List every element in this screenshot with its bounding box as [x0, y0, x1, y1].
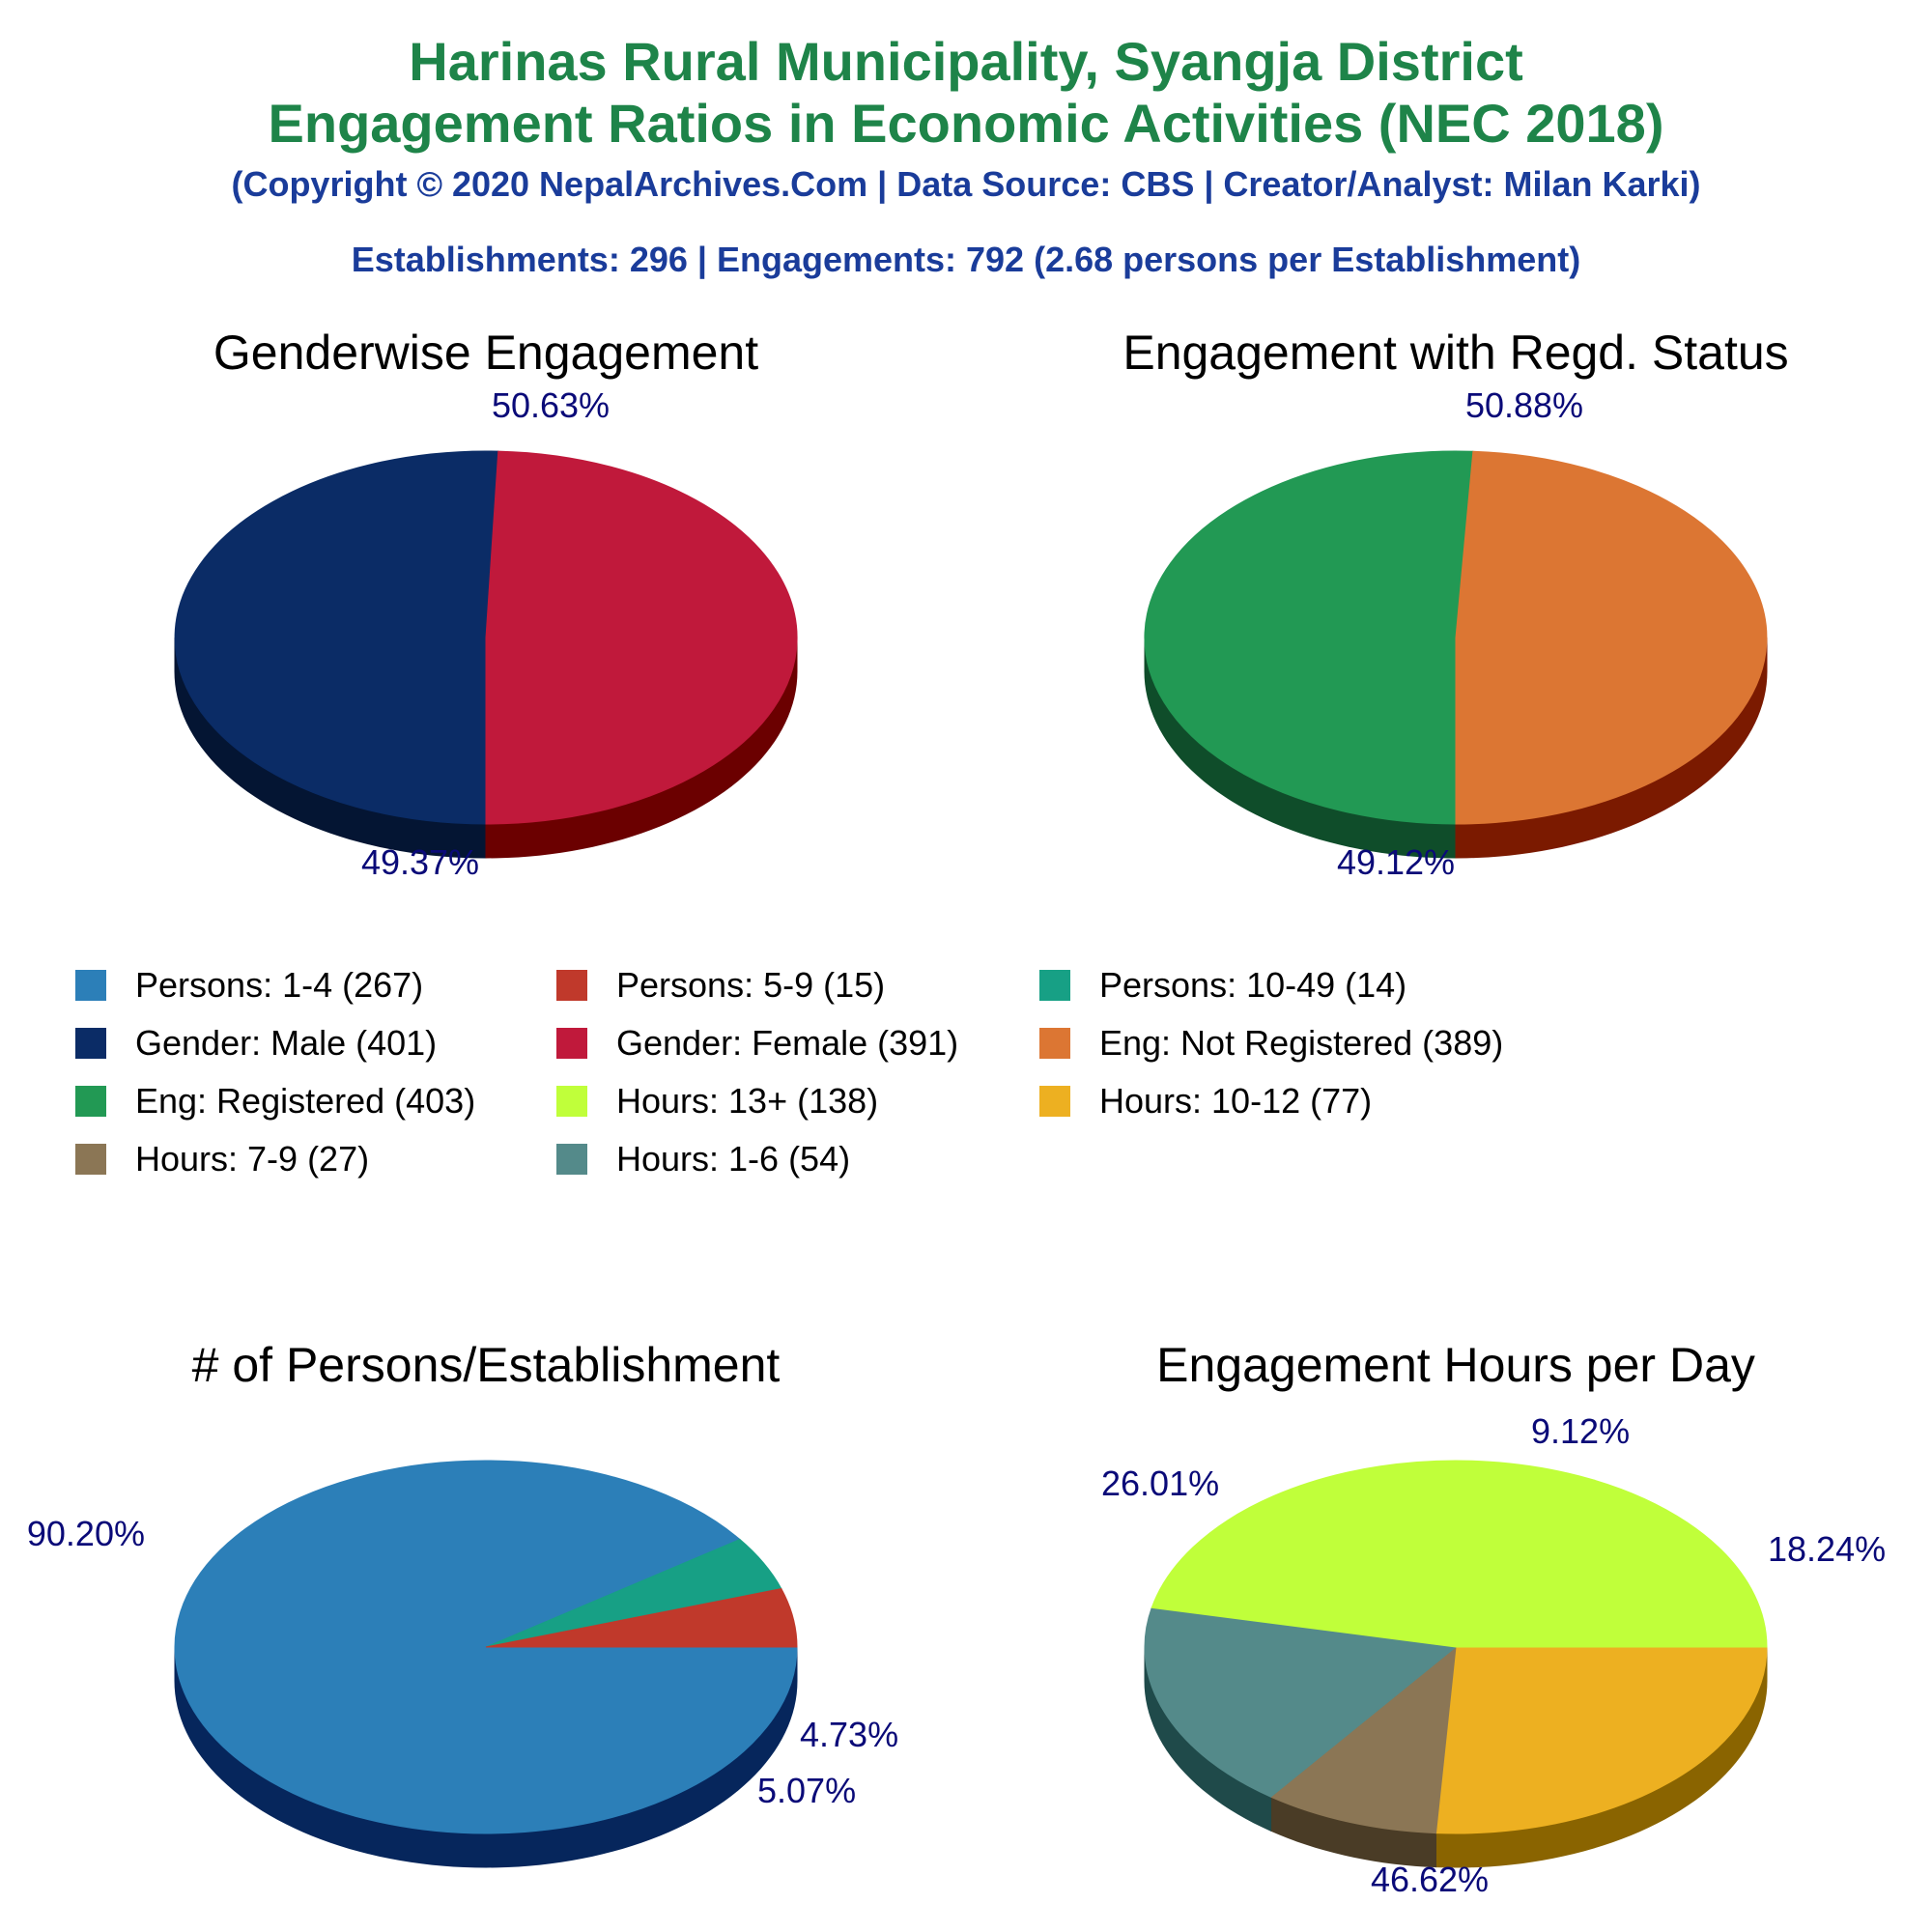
legend-label: Gender: Female (391): [616, 1023, 959, 1063]
legend-label: Eng: Registered (403): [135, 1081, 476, 1121]
legend-item: Gender: Male (401): [75, 1019, 437, 1067]
chart-title-line-2: Engagement Ratios in Economic Activities…: [268, 93, 1664, 154]
pie-value-label: 90.20%: [27, 1514, 145, 1553]
pie-value-label: 49.12%: [1337, 842, 1455, 882]
pie-chart: 90.20% 4.73% 5.07%: [27, 1460, 898, 1868]
legend-swatch: [556, 1086, 587, 1117]
legend-label: Eng: Not Registered (389): [1099, 1023, 1504, 1063]
pie-slice: [1144, 450, 1474, 825]
copyright-note: (Copyright © 2020 NepalArchives.Com | Da…: [231, 164, 1701, 204]
legend-item: Hours: 10-12 (77): [1039, 1077, 1372, 1125]
legend-label: Hours: 1-6 (54): [616, 1139, 851, 1179]
pie-title-hours: Engagement Hours per Day: [1156, 1338, 1755, 1392]
legend-item: Hours: 13+ (138): [556, 1077, 878, 1125]
pie-value-label: 46.62%: [1371, 1860, 1489, 1899]
pie-slice: [485, 1588, 798, 1648]
pie-chart: 50.88% 49.12%: [1144, 385, 1768, 882]
legend-label: Hours: 10-12 (77): [1099, 1081, 1373, 1121]
legend-item: Gender: Female (391): [556, 1019, 958, 1067]
pie-value-label: 50.63%: [492, 385, 610, 425]
pie-slice: [1151, 1460, 1768, 1648]
pie-slice: [485, 450, 798, 825]
pie-title-gender: Genderwise Engagement: [213, 326, 758, 380]
legend-item: Hours: 1-6 (54): [556, 1135, 850, 1183]
legend-swatch: [75, 1144, 106, 1175]
legend-swatch: [1039, 1028, 1070, 1059]
pie-value-label: 4.73%: [800, 1715, 898, 1754]
legend-label: Persons: 5-9 (15): [616, 965, 886, 1005]
legend-item: Eng: Registered (403): [75, 1077, 475, 1125]
pie-slice: [1144, 1606, 1458, 1798]
pie-value-label: 49.37%: [361, 842, 479, 882]
pie-title-persons: # of Persons/Establishment: [192, 1338, 781, 1392]
summary-line: Establishments: 296 | Engagements: 792 (…: [351, 240, 1581, 279]
pie-title-registration: Engagement with Regd. Status: [1122, 326, 1788, 380]
legend-label: Hours: 13+ (138): [616, 1081, 879, 1121]
pie-value-label: 50.88%: [1465, 385, 1583, 425]
legend-item: Eng: Not Registered (389): [1039, 1019, 1503, 1067]
legend-label: Persons: 1-4 (267): [135, 965, 424, 1005]
legend-swatch: [75, 1028, 106, 1059]
pie-slice: [174, 450, 499, 825]
legend-item: Hours: 7-9 (27): [75, 1135, 369, 1183]
pie-value-label: 9.12%: [1531, 1411, 1630, 1451]
legend-item: Persons: 10-49 (14): [1039, 961, 1406, 1009]
legend-swatch: [75, 970, 106, 1001]
legend-label: Gender: Male (401): [135, 1023, 438, 1063]
legend-swatch: [556, 1028, 587, 1059]
legend-label: Persons: 10-49 (14): [1099, 965, 1407, 1005]
pie-slice: [1455, 450, 1768, 825]
legend-swatch: [556, 970, 587, 1001]
chart-title-line-1: Harinas Rural Municipality, Syangja Dist…: [409, 31, 1523, 92]
pie-chart: 26.01% 9.12% 18.24% 46.62%: [1101, 1411, 1886, 1899]
legend-item: Persons: 1-4 (267): [75, 961, 423, 1009]
legend-swatch: [1039, 1086, 1070, 1117]
legend-swatch: [75, 1086, 106, 1117]
pie-value-label: 5.07%: [757, 1771, 856, 1810]
pie-slice: [1435, 1646, 1768, 1834]
pie-value-label: 26.01%: [1101, 1463, 1219, 1503]
pie-chart: 50.63% 49.37%: [174, 385, 798, 882]
pie-value-label: 18.24%: [1768, 1529, 1886, 1569]
legend-item: Persons: 5-9 (15): [556, 961, 885, 1009]
legend-label: Hours: 7-9 (27): [135, 1139, 370, 1179]
legend-swatch: [556, 1144, 587, 1175]
legend-swatch: [1039, 970, 1070, 1001]
pie-slice: [1269, 1645, 1457, 1834]
